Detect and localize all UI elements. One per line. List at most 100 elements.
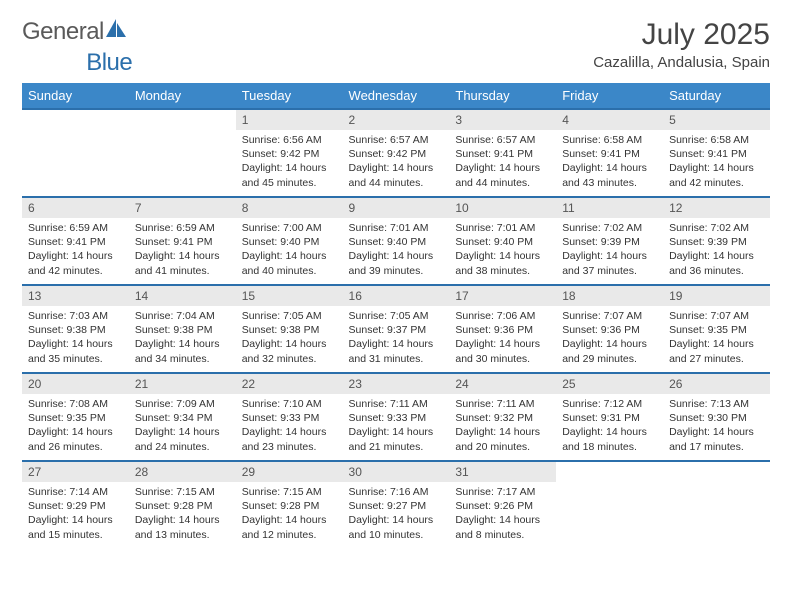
calendar-cell-empty: [129, 108, 236, 196]
day-number: 11: [556, 196, 663, 218]
calendar-cell: 25Sunrise: 7:12 AMSunset: 9:31 PMDayligh…: [556, 372, 663, 460]
day-number: 15: [236, 284, 343, 306]
calendar-row: 27Sunrise: 7:14 AMSunset: 9:29 PMDayligh…: [22, 460, 770, 548]
day-number: 22: [236, 372, 343, 394]
calendar-cell: 16Sunrise: 7:05 AMSunset: 9:37 PMDayligh…: [343, 284, 450, 372]
day-number: 8: [236, 196, 343, 218]
calendar-cell: 18Sunrise: 7:07 AMSunset: 9:36 PMDayligh…: [556, 284, 663, 372]
calendar-cell: 4Sunrise: 6:58 AMSunset: 9:41 PMDaylight…: [556, 108, 663, 196]
day-number: 13: [22, 284, 129, 306]
day-details: Sunrise: 6:59 AMSunset: 9:41 PMDaylight:…: [22, 218, 129, 284]
calendar-cell: 5Sunrise: 6:58 AMSunset: 9:41 PMDaylight…: [663, 108, 770, 196]
calendar-cell: 2Sunrise: 6:57 AMSunset: 9:42 PMDaylight…: [343, 108, 450, 196]
calendar-cell: 15Sunrise: 7:05 AMSunset: 9:38 PMDayligh…: [236, 284, 343, 372]
day-details: Sunrise: 7:00 AMSunset: 9:40 PMDaylight:…: [236, 218, 343, 284]
day-details: Sunrise: 7:02 AMSunset: 9:39 PMDaylight:…: [663, 218, 770, 284]
calendar-cell: 31Sunrise: 7:17 AMSunset: 9:26 PMDayligh…: [449, 460, 556, 548]
weekday-header: Sunday: [22, 83, 129, 108]
calendar-cell: 19Sunrise: 7:07 AMSunset: 9:35 PMDayligh…: [663, 284, 770, 372]
day-details: Sunrise: 7:07 AMSunset: 9:35 PMDaylight:…: [663, 306, 770, 372]
day-details: Sunrise: 7:02 AMSunset: 9:39 PMDaylight:…: [556, 218, 663, 284]
calendar-table: SundayMondayTuesdayWednesdayThursdayFrid…: [22, 83, 770, 548]
day-number: 26: [663, 372, 770, 394]
day-details: Sunrise: 7:16 AMSunset: 9:27 PMDaylight:…: [343, 482, 450, 548]
calendar-cell: 13Sunrise: 7:03 AMSunset: 9:38 PMDayligh…: [22, 284, 129, 372]
weekday-header: Thursday: [449, 83, 556, 108]
day-details: Sunrise: 7:06 AMSunset: 9:36 PMDaylight:…: [449, 306, 556, 372]
day-number: 29: [236, 460, 343, 482]
calendar-cell: 3Sunrise: 6:57 AMSunset: 9:41 PMDaylight…: [449, 108, 556, 196]
day-details: Sunrise: 7:04 AMSunset: 9:38 PMDaylight:…: [129, 306, 236, 372]
day-number: 6: [22, 196, 129, 218]
weekday-header: Tuesday: [236, 83, 343, 108]
day-details: Sunrise: 6:57 AMSunset: 9:42 PMDaylight:…: [343, 130, 450, 196]
day-details: Sunrise: 7:15 AMSunset: 9:28 PMDaylight:…: [236, 482, 343, 548]
day-number: 7: [129, 196, 236, 218]
day-number: 14: [129, 284, 236, 306]
calendar-cell: 24Sunrise: 7:11 AMSunset: 9:32 PMDayligh…: [449, 372, 556, 460]
weekday-header: Monday: [129, 83, 236, 108]
day-number: 18: [556, 284, 663, 306]
location-subtitle: Cazalilla, Andalusia, Spain: [593, 54, 770, 71]
day-details: Sunrise: 7:17 AMSunset: 9:26 PMDaylight:…: [449, 482, 556, 548]
day-details: Sunrise: 7:15 AMSunset: 9:28 PMDaylight:…: [129, 482, 236, 548]
weekday-header: Saturday: [663, 83, 770, 108]
day-number: 16: [343, 284, 450, 306]
calendar-cell: 9Sunrise: 7:01 AMSunset: 9:40 PMDaylight…: [343, 196, 450, 284]
day-number: 27: [22, 460, 129, 482]
calendar-cell: 30Sunrise: 7:16 AMSunset: 9:27 PMDayligh…: [343, 460, 450, 548]
day-details: Sunrise: 6:59 AMSunset: 9:41 PMDaylight:…: [129, 218, 236, 284]
calendar-cell: 14Sunrise: 7:04 AMSunset: 9:38 PMDayligh…: [129, 284, 236, 372]
day-details: Sunrise: 6:57 AMSunset: 9:41 PMDaylight:…: [449, 130, 556, 196]
day-number: 30: [343, 460, 450, 482]
calendar-cell: 26Sunrise: 7:13 AMSunset: 9:30 PMDayligh…: [663, 372, 770, 460]
day-details: Sunrise: 7:01 AMSunset: 9:40 PMDaylight:…: [449, 218, 556, 284]
weekday-header: Wednesday: [343, 83, 450, 108]
day-details: Sunrise: 7:09 AMSunset: 9:34 PMDaylight:…: [129, 394, 236, 460]
weekday-header: Friday: [556, 83, 663, 108]
day-details: Sunrise: 6:58 AMSunset: 9:41 PMDaylight:…: [663, 130, 770, 196]
day-details: Sunrise: 6:56 AMSunset: 9:42 PMDaylight:…: [236, 130, 343, 196]
day-details: Sunrise: 7:05 AMSunset: 9:38 PMDaylight:…: [236, 306, 343, 372]
calendar-cell: 7Sunrise: 6:59 AMSunset: 9:41 PMDaylight…: [129, 196, 236, 284]
title-block: July 2025 Cazalilla, Andalusia, Spain: [593, 18, 770, 71]
calendar-row: 6Sunrise: 6:59 AMSunset: 9:41 PMDaylight…: [22, 196, 770, 284]
day-details: Sunrise: 7:05 AMSunset: 9:37 PMDaylight:…: [343, 306, 450, 372]
calendar-cell: 29Sunrise: 7:15 AMSunset: 9:28 PMDayligh…: [236, 460, 343, 548]
day-number: 3: [449, 108, 556, 130]
calendar-cell: 27Sunrise: 7:14 AMSunset: 9:29 PMDayligh…: [22, 460, 129, 548]
day-number: 2: [343, 108, 450, 130]
calendar-row: 13Sunrise: 7:03 AMSunset: 9:38 PMDayligh…: [22, 284, 770, 372]
calendar-cell: 11Sunrise: 7:02 AMSunset: 9:39 PMDayligh…: [556, 196, 663, 284]
day-details: Sunrise: 7:11 AMSunset: 9:33 PMDaylight:…: [343, 394, 450, 460]
day-number: 4: [556, 108, 663, 130]
day-number: 21: [129, 372, 236, 394]
brand-logo: General: [22, 18, 128, 46]
calendar-cell-empty: [22, 108, 129, 196]
day-details: Sunrise: 7:07 AMSunset: 9:36 PMDaylight:…: [556, 306, 663, 372]
day-number: 5: [663, 108, 770, 130]
calendar-cell: 12Sunrise: 7:02 AMSunset: 9:39 PMDayligh…: [663, 196, 770, 284]
day-number: 9: [343, 196, 450, 218]
day-number: 25: [556, 372, 663, 394]
day-details: Sunrise: 7:12 AMSunset: 9:31 PMDaylight:…: [556, 394, 663, 460]
day-number: 10: [449, 196, 556, 218]
day-number: 24: [449, 372, 556, 394]
day-details: Sunrise: 7:01 AMSunset: 9:40 PMDaylight:…: [343, 218, 450, 284]
calendar-cell: 6Sunrise: 6:59 AMSunset: 9:41 PMDaylight…: [22, 196, 129, 284]
day-number: 31: [449, 460, 556, 482]
day-number: 1: [236, 108, 343, 130]
brand-part1: General: [22, 18, 104, 46]
calendar-cell: 17Sunrise: 7:06 AMSunset: 9:36 PMDayligh…: [449, 284, 556, 372]
calendar-cell-empty: [556, 460, 663, 548]
calendar-cell: 22Sunrise: 7:10 AMSunset: 9:33 PMDayligh…: [236, 372, 343, 460]
calendar-cell: 8Sunrise: 7:00 AMSunset: 9:40 PMDaylight…: [236, 196, 343, 284]
day-details: Sunrise: 6:58 AMSunset: 9:41 PMDaylight:…: [556, 130, 663, 196]
sail-icon: [106, 19, 128, 39]
brand-part2: Blue: [86, 49, 132, 77]
day-details: Sunrise: 7:08 AMSunset: 9:35 PMDaylight:…: [22, 394, 129, 460]
day-details: Sunrise: 7:13 AMSunset: 9:30 PMDaylight:…: [663, 394, 770, 460]
calendar-cell: 10Sunrise: 7:01 AMSunset: 9:40 PMDayligh…: [449, 196, 556, 284]
day-number: 23: [343, 372, 450, 394]
day-details: Sunrise: 7:03 AMSunset: 9:38 PMDaylight:…: [22, 306, 129, 372]
